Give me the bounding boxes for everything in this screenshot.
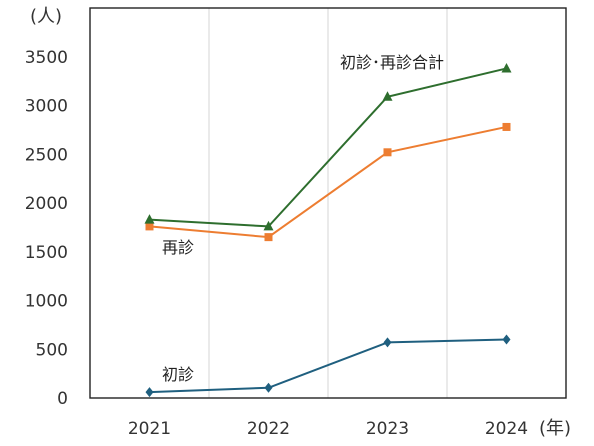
- series-label-first-visit: 初診: [162, 365, 194, 384]
- series-label-total: 初診･再診合計: [340, 53, 444, 72]
- data-point-diamond: [502, 334, 511, 345]
- y-tick-label: 3500: [25, 48, 68, 68]
- y-axis-unit: (人): [30, 6, 62, 27]
- x-tick-label: 2021: [128, 419, 171, 439]
- data-point-triangle: [382, 91, 393, 101]
- data-point-square: [502, 122, 511, 131]
- data-point-diamond: [264, 382, 273, 393]
- series-line-2: [149, 67, 507, 228]
- y-tick-label: 2000: [25, 194, 68, 214]
- x-tick-label: 2023: [366, 419, 409, 439]
- y-tick-label: 0: [57, 389, 68, 409]
- x-axis-unit: (年): [539, 418, 571, 439]
- series-label-revisit: 再診: [162, 238, 194, 257]
- y-tick-label: 3000: [25, 97, 68, 117]
- data-point-diamond: [383, 337, 392, 348]
- y-tick-label: 2500: [25, 145, 68, 165]
- grid-lines: [208, 8, 448, 398]
- y-tick-label: 1500: [25, 243, 68, 263]
- y-axis-ticks: 0 500 1000 1500 2000 2500 3000 3500: [25, 48, 68, 409]
- data-point-triangle: [501, 62, 512, 73]
- data-point-square: [145, 222, 154, 231]
- series-line-0: [149, 338, 507, 394]
- data-point-square: [383, 148, 392, 157]
- plot-frame: [89, 7, 567, 399]
- y-tick-label: 500: [36, 340, 68, 360]
- series-group: [144, 62, 512, 398]
- x-tick-label: 2022: [247, 419, 290, 439]
- data-point-diamond: [145, 387, 154, 398]
- data-point-square: [264, 233, 273, 242]
- data-point-triangle: [263, 220, 274, 231]
- data-point-triangle: [144, 214, 155, 224]
- y-tick-label: 1000: [25, 292, 68, 312]
- x-tick-label: 2024: [485, 419, 528, 439]
- series-line-1: [149, 125, 507, 239]
- x-axis-ticks: 2021 2022 2023 2024: [128, 419, 528, 439]
